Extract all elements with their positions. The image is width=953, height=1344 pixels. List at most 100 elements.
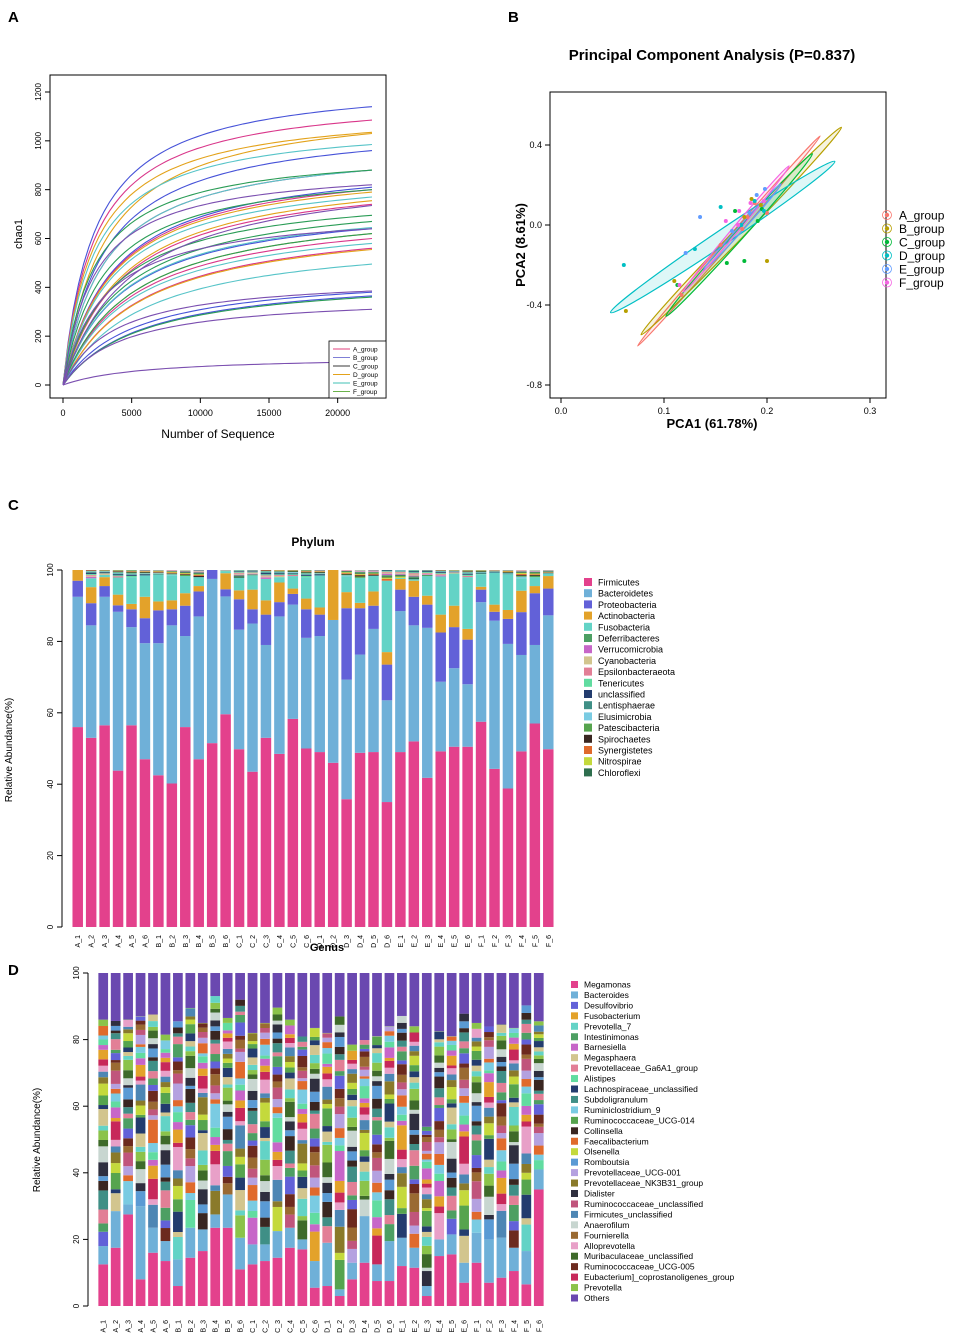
bar-segment (153, 572, 163, 573)
bar-segment (422, 1268, 432, 1271)
bar-segment (335, 1089, 345, 1098)
bar-segment (543, 576, 553, 588)
bar-segment (484, 1032, 494, 1037)
bar-segment (422, 605, 432, 628)
bar-segment (148, 1091, 158, 1102)
bar-segment (310, 1079, 320, 1092)
bar-segment (297, 1129, 307, 1140)
bar-segment (368, 576, 378, 592)
x-tick-label: B_4 (196, 935, 203, 948)
legend-swatch (571, 1221, 578, 1228)
legend-dot (885, 253, 889, 257)
bar-segment (422, 1154, 432, 1160)
bar-segment (372, 1120, 382, 1134)
bar-segment (297, 1056, 307, 1067)
bar-segment (173, 1122, 183, 1129)
bar-segment (123, 1166, 133, 1175)
bar-segment (153, 643, 163, 775)
bar-segment (472, 1168, 482, 1172)
legend-label: Cyanobacteria (598, 656, 656, 666)
x-tick-label: B_1 (175, 1320, 182, 1333)
bar-segment (534, 1038, 544, 1041)
bar-segment (459, 1190, 469, 1205)
bar-segment (521, 1251, 531, 1284)
bar-segment (285, 1020, 295, 1026)
bar-segment (273, 1056, 283, 1067)
bar-segment (173, 1259, 183, 1286)
bar-segment (459, 1068, 469, 1080)
bar-segment (335, 1227, 345, 1253)
bar-segment (476, 571, 486, 572)
bar-segment (385, 1074, 395, 1082)
bar-segment (98, 1050, 108, 1060)
bar-segment (459, 1028, 469, 1032)
bar-segment (167, 625, 177, 783)
y-tick-label: 0 (46, 924, 55, 929)
legend-label: Firmicutes (598, 578, 640, 588)
bar-segment (274, 582, 284, 602)
bar-segment (223, 1059, 233, 1063)
bar-segment (140, 759, 150, 927)
bar-segment (434, 1121, 444, 1130)
bar-segment (397, 1266, 407, 1306)
bar-segment (148, 1031, 158, 1039)
bar-segment (355, 573, 365, 574)
bar-segment (123, 1048, 133, 1053)
bar-segment (123, 1099, 133, 1107)
bar-segment (148, 1061, 158, 1071)
bar-segment (167, 609, 177, 625)
bar-segment (360, 1086, 370, 1098)
bar-segment (472, 1023, 482, 1029)
x-tick-label: 0.0 (555, 406, 568, 416)
bar-segment (310, 1055, 320, 1063)
bar-segment (185, 1193, 195, 1200)
bar-segment (126, 604, 136, 609)
bar-segment (534, 1100, 544, 1104)
bar-segment (322, 1079, 332, 1086)
bar-segment (534, 1155, 544, 1160)
bar-segment (314, 607, 324, 614)
bar-segment (198, 1097, 208, 1114)
bar-segment (297, 1199, 307, 1216)
bar-segment (497, 1040, 507, 1049)
bar-segment (123, 1041, 133, 1047)
bar-segment (123, 1138, 133, 1146)
bar-segment (397, 1016, 407, 1023)
bar-segment (484, 1123, 494, 1135)
bar-segment (136, 1058, 146, 1065)
bar-segment (297, 1090, 307, 1104)
legend-swatch (584, 634, 592, 642)
bar-segment (273, 1032, 283, 1038)
chart-title: Genus (310, 942, 344, 954)
bar-segment (409, 574, 419, 575)
bar-segment (314, 572, 324, 573)
bar-segment (301, 574, 311, 575)
bar-segment (111, 1021, 121, 1026)
bar-segment (261, 572, 271, 573)
bar-segment (111, 1039, 121, 1050)
bar-segment (185, 1138, 195, 1150)
bar-segment (198, 1165, 208, 1170)
bar-segment (111, 1107, 121, 1118)
x-tick-label: C_5 (290, 935, 297, 948)
rarefaction-curve (63, 187, 372, 385)
bar-segment (185, 1120, 195, 1125)
bar-segment (422, 778, 432, 927)
bar-segment (235, 1078, 245, 1084)
bar-segment (310, 1165, 320, 1177)
bar-segment (310, 1178, 320, 1188)
bar-segment (484, 1186, 494, 1197)
x-tick-label: 0.1 (658, 406, 671, 416)
bar-segment (185, 1016, 195, 1019)
bar-segment (530, 593, 540, 645)
bar-segment (136, 1152, 146, 1161)
bar-segment (409, 1268, 419, 1306)
bar-segment (248, 1133, 258, 1140)
bar-segment (489, 605, 499, 612)
bar-segment (484, 1160, 494, 1167)
bar-segment (397, 1029, 407, 1033)
bar-segment (409, 1130, 419, 1135)
bar-segment (397, 1051, 407, 1060)
bar-segment (86, 587, 96, 603)
bar-segment (136, 1025, 146, 1030)
